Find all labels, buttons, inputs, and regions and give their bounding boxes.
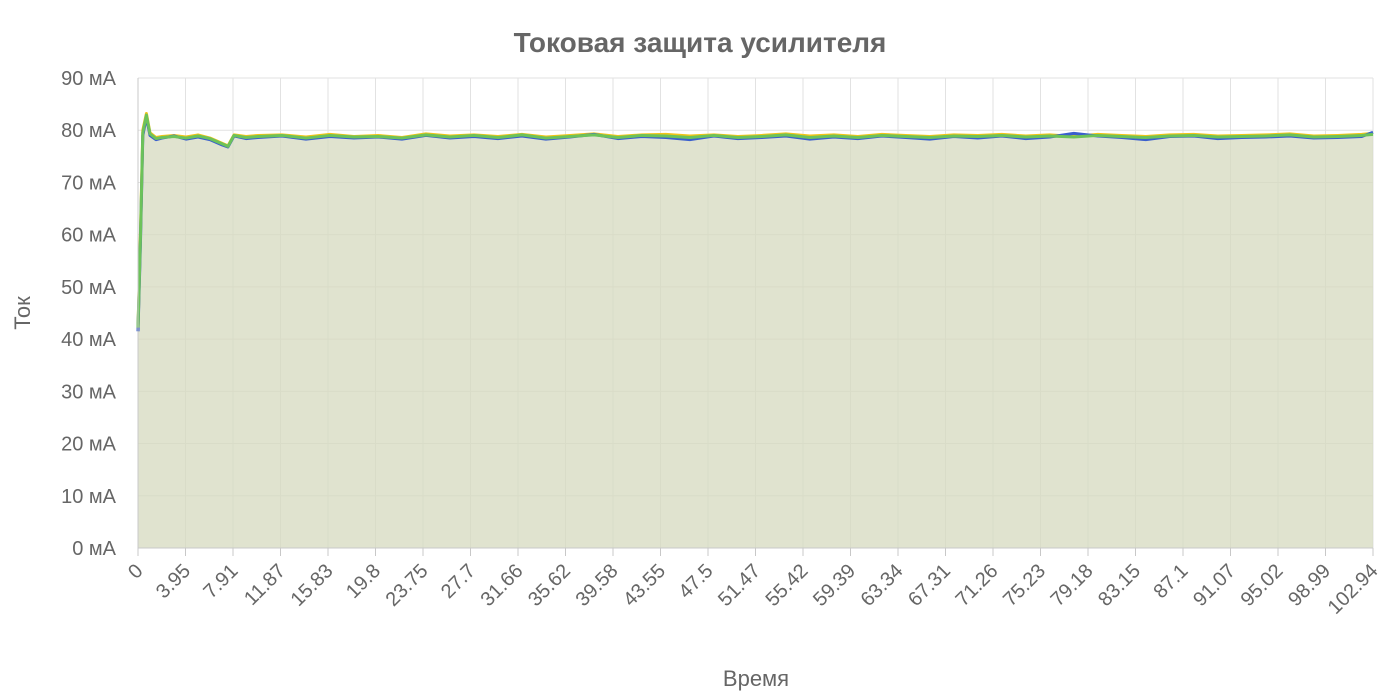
y-tick-label: 20 мА bbox=[61, 434, 117, 456]
x-tick-label: 43.55 bbox=[619, 560, 670, 611]
x-tick-label: 39.58 bbox=[572, 560, 623, 611]
x-tick-label: 3.95 bbox=[152, 560, 195, 603]
area-fill-path bbox=[138, 113, 1373, 548]
x-tick-label: 63.34 bbox=[857, 560, 908, 611]
series-lines bbox=[136, 112, 1374, 332]
x-tick-label: 35.62 bbox=[524, 560, 575, 611]
chart-title: Токовая защита усилителя bbox=[514, 27, 887, 58]
y-tick-label: 60 мА bbox=[61, 225, 117, 247]
y-tick-label: 50 мА bbox=[61, 277, 117, 299]
x-tick-label: 75.23 bbox=[999, 560, 1050, 611]
x-tick-label: 55.42 bbox=[762, 560, 813, 611]
x-tick-label: 51.47 bbox=[714, 560, 765, 611]
y-tick-label: 80 мА bbox=[61, 120, 117, 142]
area-fill bbox=[138, 113, 1373, 548]
x-tick-label: 59.39 bbox=[809, 560, 860, 611]
x-tick-label: 102.94 bbox=[1324, 560, 1383, 619]
x-tick-label: 7.91 bbox=[199, 560, 242, 603]
x-axis-label: Время bbox=[723, 666, 789, 691]
y-tick-label: 0 мА bbox=[72, 538, 116, 560]
y-tick-label: 40 мА bbox=[61, 329, 117, 351]
x-tick-label: 27.7 bbox=[437, 560, 480, 603]
y-tick-label: 10 мА bbox=[61, 486, 117, 508]
x-tick-label: 87.1 bbox=[1149, 560, 1192, 603]
x-tick-label: 47.5 bbox=[674, 560, 717, 603]
y-axis-ticks: 0 мА 10 мА 20 мА 30 мА 40 мА 50 мА 60 мА 70 мА 8… bbox=[61, 68, 117, 560]
x-tick-label: 91.07 bbox=[1189, 560, 1240, 611]
x-tick-label: 95.02 bbox=[1237, 560, 1288, 611]
x-tick-label: 11.87 bbox=[240, 560, 290, 610]
series-line-3 bbox=[136, 113, 1374, 328]
y-tick-label: 90 мА bbox=[61, 68, 117, 90]
x-tick-label: 19.8 bbox=[342, 560, 385, 603]
x-tick-label: 31.66 bbox=[477, 560, 528, 611]
x-tick-label: 71.26 bbox=[952, 560, 1003, 611]
y-tick-label: 70 мА bbox=[61, 172, 117, 194]
y-tick-label: 30 мА bbox=[61, 381, 117, 403]
x-tick-label: 83.15 bbox=[1094, 560, 1145, 611]
x-tick-label: 15.83 bbox=[287, 560, 338, 611]
x-tick-label: 0 bbox=[124, 560, 147, 583]
y-axis-label: Ток bbox=[10, 296, 35, 330]
x-tick-label: 23.75 bbox=[382, 560, 433, 611]
x-tick-label: 79.18 bbox=[1047, 560, 1098, 611]
x-tick-label: 67.31 bbox=[904, 560, 955, 611]
